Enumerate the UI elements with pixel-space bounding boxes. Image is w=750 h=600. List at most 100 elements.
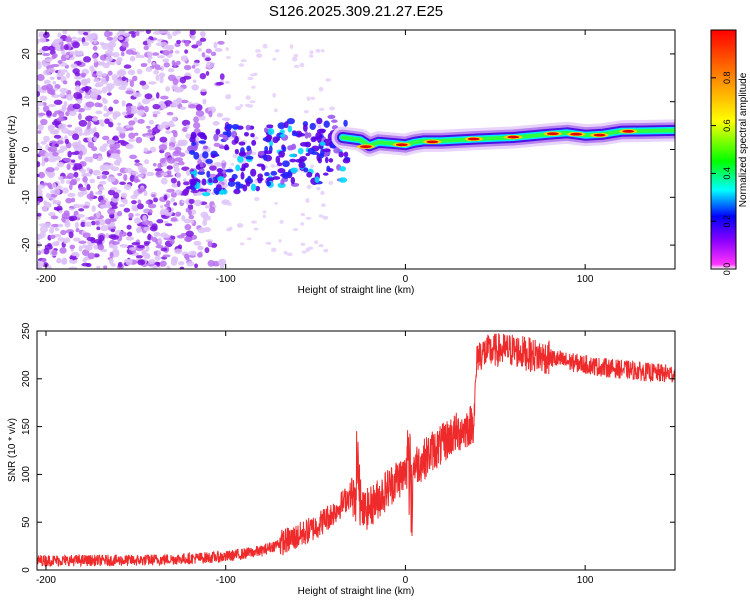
spectrogram-cell <box>161 172 168 177</box>
spectrogram-cell <box>145 245 150 252</box>
spectrogram-cell <box>145 132 153 136</box>
spectrogram-cell <box>217 176 225 182</box>
spectrogram-cell <box>116 70 125 77</box>
spectrogram-cell <box>137 119 145 124</box>
spectrogram-cell <box>137 259 146 266</box>
snr-series <box>37 333 675 568</box>
spectrogram-cell <box>73 171 79 178</box>
spectrogram-cell <box>120 51 125 57</box>
spectrogram-peak-core <box>426 140 439 144</box>
spectrogram-cell <box>224 144 229 151</box>
spectrogram-cell <box>175 86 185 93</box>
spectrogram-cell <box>190 219 195 224</box>
spectrogram-cell <box>78 113 82 121</box>
spectrogram-cell <box>37 124 42 130</box>
spectrogram-cell <box>83 32 89 36</box>
spectrogram-cell <box>327 114 336 120</box>
spectrogram-cell <box>174 50 180 54</box>
spectrogram-cell <box>204 57 211 61</box>
spectrogram-cell <box>216 168 224 173</box>
spectrogram-cell <box>262 154 268 161</box>
spectrogram-cell <box>119 181 126 186</box>
spectrogram-cell <box>139 167 148 175</box>
spectrogram-cell <box>89 168 93 175</box>
spectrogram-cell <box>180 55 189 62</box>
spectrogram-cell <box>60 44 65 51</box>
spectrogram-cell <box>177 142 184 147</box>
spectrogram-cell <box>92 45 98 51</box>
spectrogram-cell <box>56 258 62 264</box>
spectrogram-cell <box>194 263 199 269</box>
spectrogram-cell <box>74 150 80 155</box>
spectrogram-cell <box>325 78 331 82</box>
spectrogram-cell <box>265 177 275 182</box>
spectrogram-cell <box>54 143 59 148</box>
spectrogram-cell <box>53 206 59 211</box>
spectrogram-cell <box>316 186 321 191</box>
spectrogram-ytick-label: -10 <box>21 190 32 205</box>
spectrogram-cell <box>80 221 86 228</box>
spectrogram-cell <box>293 53 299 58</box>
spectrogram-cell <box>303 124 308 132</box>
spectrogram-cell <box>219 73 225 80</box>
spectrogram-cell <box>53 99 63 105</box>
spectrogram-cell <box>307 132 312 138</box>
spectrogram-cell <box>145 171 155 177</box>
spectrogram-cell <box>264 172 270 177</box>
spectrogram-cell <box>74 221 79 229</box>
spectrogram-cell <box>201 192 211 197</box>
spectrogram-cell <box>55 240 60 246</box>
spectrogram-cell <box>185 207 190 213</box>
spectrogram-cell <box>41 59 46 66</box>
spectrogram-cell <box>291 56 298 62</box>
spectrogram-ytick-label: 10 <box>21 96 32 108</box>
spectrogram-cell <box>88 216 97 221</box>
spectrogram-cell <box>194 67 201 74</box>
spectrogram-cell <box>280 133 286 138</box>
spectrogram-cell <box>230 162 235 166</box>
spectrogram-cell <box>56 76 61 80</box>
spectrogram-cell <box>170 177 177 184</box>
spectrogram-cell <box>215 128 221 135</box>
spectrogram-cell <box>126 231 133 237</box>
spectrogram-cell <box>56 140 64 145</box>
spectrogram-cell <box>58 123 67 130</box>
spectrogram-cell <box>253 227 259 231</box>
spectrogram-cell <box>82 176 88 183</box>
spectrogram-cell <box>191 84 199 91</box>
spectrogram-cell <box>62 175 72 179</box>
spectrogram-cell <box>173 202 178 206</box>
snr-line <box>37 333 675 568</box>
spectrogram-cell <box>333 147 341 154</box>
spectrogram-cell <box>207 259 215 267</box>
spectrogram-cell <box>132 92 142 98</box>
spectrogram-cell <box>170 258 178 266</box>
spectrogram-cell <box>186 169 191 177</box>
spectrogram-cell <box>166 165 173 170</box>
spectrogram-cell <box>234 148 239 155</box>
spectrogram-cell <box>208 177 213 184</box>
spectrogram-cell <box>162 49 170 56</box>
spectrogram-cell <box>157 237 162 244</box>
spectrogram-cell <box>261 164 266 171</box>
spectrogram-ytick-label: -20 <box>21 237 32 252</box>
spectrogram-cell <box>82 150 87 156</box>
spectrogram-cell <box>103 105 108 112</box>
spectrogram-cell <box>78 119 88 127</box>
spectrogram-cell <box>225 56 231 59</box>
spectrogram-cell <box>195 40 203 47</box>
spectrogram-cell <box>154 255 162 261</box>
spectrogram-cell <box>160 95 169 100</box>
spectrogram-cell <box>208 206 216 214</box>
spectrogram-cell <box>99 145 107 152</box>
spectrogram-cell <box>151 223 158 231</box>
spectrogram-cell <box>202 214 211 221</box>
spectrogram-cell <box>171 129 178 134</box>
spectrogram-cell <box>182 126 188 133</box>
spectrogram-cell <box>74 80 81 88</box>
spectrogram-cell <box>118 36 124 41</box>
spectrogram-cell <box>43 79 51 85</box>
spectrogram-cell <box>178 261 185 266</box>
spectrogram-cell <box>222 135 229 141</box>
